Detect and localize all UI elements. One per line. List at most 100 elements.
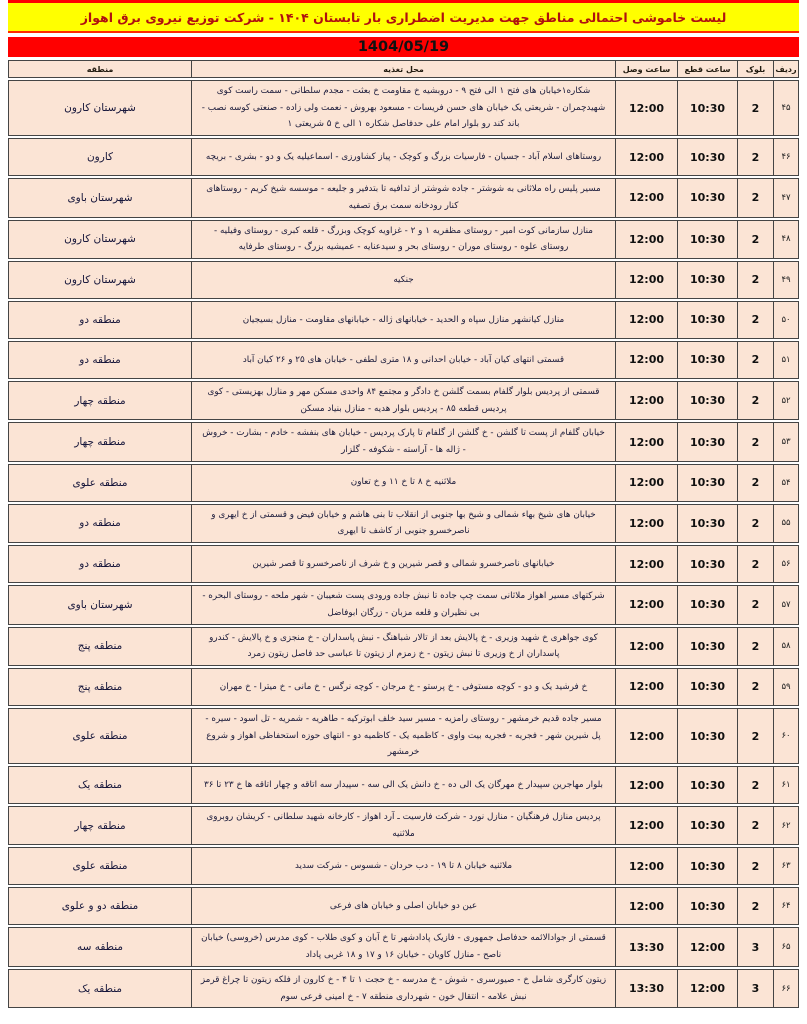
block-cell: 2 — [737, 545, 773, 584]
location-cell: خیابان های شیخ بهاء شمالی و شیخ بها جنوب… — [191, 503, 615, 544]
block-cell: 2 — [737, 503, 773, 544]
reconnect-time-cell: 12:00 — [615, 422, 677, 462]
location-cell: زیتون کارگری شامل خ - صیورسری - شوش - خ … — [191, 968, 615, 1009]
table-row: ۵۸ 2 10:30 12:00 کوی جواهری خ شهید وزیری… — [8, 626, 799, 666]
block-cell: 2 — [737, 300, 773, 339]
reconnect-time-cell: 12:00 — [615, 707, 677, 765]
reconnect-time-cell: 12:00 — [615, 766, 677, 805]
table-row: ۵۱ 2 10:30 12:00 قسمتی انتهای کیان آباد … — [8, 340, 799, 379]
region-cell: منطقه پنج — [8, 667, 191, 706]
row-number-cell: ۶۶ — [773, 968, 799, 1009]
reconnect-time-cell: 12:00 — [615, 585, 677, 625]
table-row: ۵۰ 2 10:30 12:00 منازل کیانشهر منازل سپا… — [8, 300, 799, 339]
cut-time-cell: 10:30 — [677, 178, 737, 218]
block-cell: 2 — [737, 463, 773, 502]
region-cell: منطقه دو — [8, 503, 191, 544]
region-cell: شهرستان کارون — [8, 260, 191, 299]
cut-time-cell: 12:00 — [677, 927, 737, 967]
region-cell: منطقه یک — [8, 766, 191, 805]
row-number-cell: ۵۱ — [773, 340, 799, 379]
col-header-location: محل تغذیه — [191, 60, 615, 78]
region-cell: شهرستان کارون — [8, 80, 191, 137]
row-number-cell: ۴۹ — [773, 260, 799, 299]
location-cell: خیابانهای ناصرخسرو شمالی و قصر شیرین و خ… — [191, 545, 615, 584]
reconnect-time-cell: 13:30 — [615, 968, 677, 1009]
block-cell: 2 — [737, 766, 773, 805]
region-cell: شهرستان باوی — [8, 178, 191, 218]
block-cell: 2 — [737, 138, 773, 177]
row-number-cell: ۵۶ — [773, 545, 799, 584]
region-cell: منطقه دو — [8, 545, 191, 584]
cut-time-cell: 10:30 — [677, 847, 737, 886]
cut-time-cell: 10:30 — [677, 422, 737, 462]
col-header-cut-time: ساعت قطع — [677, 60, 737, 78]
row-number-cell: ۶۵ — [773, 927, 799, 967]
cut-time-cell: 10:30 — [677, 300, 737, 339]
reconnect-time-cell: 12:00 — [615, 178, 677, 218]
row-number-cell: ۵۸ — [773, 626, 799, 666]
table-row: ۵۶ 2 10:30 12:00 خیابانهای ناصرخسرو شمال… — [8, 545, 799, 584]
table-row: ۴۵ 2 10:30 12:00 شکاره۱خیابان های فتح ۱ … — [8, 80, 799, 137]
block-cell: 3 — [737, 968, 773, 1009]
reconnect-time-cell: 12:00 — [615, 806, 677, 846]
reconnect-time-cell: 12:00 — [615, 300, 677, 339]
location-cell: مسیر جاده قدیم خرمشهر - روستای رامزیه - … — [191, 707, 615, 765]
reconnect-time-cell: 12:00 — [615, 463, 677, 502]
table-row: ۶۱ 2 10:30 12:00 بلوار مهاجرین سپیدار خ … — [8, 766, 799, 805]
col-header-row-number: ردیف — [773, 60, 799, 78]
reconnect-time-cell: 12:00 — [615, 626, 677, 666]
row-number-cell: ۶۲ — [773, 806, 799, 846]
cut-time-cell: 10:30 — [677, 260, 737, 299]
table-row: ۴۹ 2 10:30 12:00 جنکیه شهرستان کارون — [8, 260, 799, 299]
region-cell: منطقه پنج — [8, 626, 191, 666]
reconnect-time-cell: 12:00 — [615, 887, 677, 926]
location-cell: ملاثنیه خ ۸ تا خ ۱۱ و خ تعاون — [191, 463, 615, 502]
cut-time-cell: 10:30 — [677, 380, 737, 421]
row-number-cell: ۵۲ — [773, 380, 799, 421]
reconnect-time-cell: 12:00 — [615, 80, 677, 137]
outage-table: ردیف بلوک ساعت قطع ساعت وصل محل تغذیه من… — [8, 60, 799, 1009]
table-row: ۵۵ 2 10:30 12:00 خیابان های شیخ بهاء شما… — [8, 503, 799, 544]
location-cell: منازل کیانشهر منازل سپاه و الحدید - خیاب… — [191, 300, 615, 339]
row-number-cell: ۴۵ — [773, 80, 799, 137]
region-cell: منطقه چهار — [8, 422, 191, 462]
table-row: ۵۷ 2 10:30 12:00 شرکتهای مسیر اهواز ملاث… — [8, 585, 799, 625]
cut-time-cell: 12:00 — [677, 968, 737, 1009]
table-body: ۴۵ 2 10:30 12:00 شکاره۱خیابان های فتح ۱ … — [8, 80, 799, 1009]
location-cell: جنکیه — [191, 260, 615, 299]
table-row: ۴۷ 2 10:30 12:00 مسیر پلیس راه ملاثانی ب… — [8, 178, 799, 218]
table-row: ۶۶ 3 12:00 13:30 زیتون کارگری شامل خ - ص… — [8, 968, 799, 1009]
table-row: ۴۶ 2 10:30 12:00 روستاهای اسلام آباد - ج… — [8, 138, 799, 177]
table-row: ۵۹ 2 10:30 12:00 خ فرشید یک و دو - کوچه … — [8, 667, 799, 706]
region-cell: شهرستان باوی — [8, 585, 191, 625]
cut-time-cell: 10:30 — [677, 545, 737, 584]
block-cell: 2 — [737, 847, 773, 886]
location-cell: کوی جواهری خ شهید وزیری - خ پالایش بعد ا… — [191, 626, 615, 666]
location-cell: خیابان گلفام از پست تا گلشن - خ گلشن از … — [191, 422, 615, 462]
cut-time-cell: 10:30 — [677, 766, 737, 805]
reconnect-time-cell: 12:00 — [615, 219, 677, 259]
reconnect-time-cell: 12:00 — [615, 667, 677, 706]
cut-time-cell: 10:30 — [677, 463, 737, 502]
block-cell: 2 — [737, 806, 773, 846]
location-cell: پردیس منازل فرهنگیان - منازل نورد - شرکت… — [191, 806, 615, 846]
cut-time-cell: 10:30 — [677, 80, 737, 137]
table-row: ۶۳ 2 10:30 12:00 ملاثنیه خیابان ۸ تا ۱۹ … — [8, 847, 799, 886]
region-cell: منطقه علوی — [8, 463, 191, 502]
row-number-cell: ۵۳ — [773, 422, 799, 462]
cut-time-cell: 10:30 — [677, 806, 737, 846]
region-cell: منطقه چهار — [8, 806, 191, 846]
table-row: ۶۲ 2 10:30 12:00 پردیس منازل فرهنگیان - … — [8, 806, 799, 846]
reconnect-time-cell: 12:00 — [615, 138, 677, 177]
region-cell: منطقه دو و علوی — [8, 887, 191, 926]
location-cell: منازل سازمانی کوت امیر - روستای مظفریه ۱… — [191, 219, 615, 259]
page-title: لیست خاموشی احتمالی مناطق جهت مدیریت اضط… — [80, 9, 727, 25]
table-row: ۵۲ 2 10:30 12:00 قسمتی از پردیس بلوار گل… — [8, 380, 799, 421]
table-row: ۴۸ 2 10:30 12:00 منازل سازمانی کوت امیر … — [8, 219, 799, 259]
table-row: ۵۳ 2 10:30 12:00 خیابان گلفام از پست تا … — [8, 422, 799, 462]
cut-time-cell: 10:30 — [677, 219, 737, 259]
date-label: 1404/05/19 — [357, 39, 450, 55]
region-cell: منطقه علوی — [8, 847, 191, 886]
cut-time-cell: 10:30 — [677, 503, 737, 544]
reconnect-time-cell: 12:00 — [615, 545, 677, 584]
